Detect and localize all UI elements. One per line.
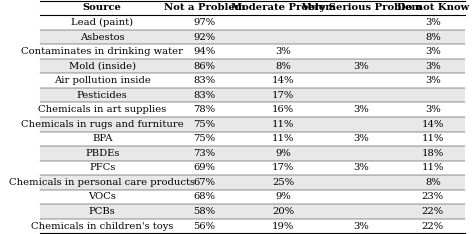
Text: 56%: 56%	[193, 222, 215, 230]
Text: 9%: 9%	[275, 192, 291, 201]
Text: 17%: 17%	[272, 91, 294, 100]
Text: 3%: 3%	[425, 47, 441, 56]
Bar	[39, 88, 465, 102]
Text: 20%: 20%	[272, 207, 294, 216]
Text: 8%: 8%	[425, 178, 441, 187]
Text: Pesticides: Pesticides	[77, 91, 128, 100]
Text: Very Serious Problem: Very Serious Problem	[301, 4, 422, 12]
Text: 83%: 83%	[193, 91, 215, 100]
Text: Asbestos: Asbestos	[80, 33, 125, 42]
Text: 86%: 86%	[193, 62, 215, 71]
Text: 3%: 3%	[354, 163, 370, 172]
Text: 11%: 11%	[422, 163, 444, 172]
Text: Chemicals in personal care products: Chemicals in personal care products	[9, 178, 195, 187]
Text: 11%: 11%	[272, 134, 294, 143]
Text: Mold (inside): Mold (inside)	[69, 62, 136, 71]
Text: 67%: 67%	[193, 178, 215, 187]
Text: 11%: 11%	[422, 134, 444, 143]
Text: Air pollution inside: Air pollution inside	[54, 76, 151, 85]
Bar	[39, 146, 465, 161]
Text: 75%: 75%	[193, 134, 215, 143]
Bar	[39, 175, 465, 190]
Text: 17%: 17%	[272, 163, 294, 172]
Text: 3%: 3%	[425, 76, 441, 85]
Text: 92%: 92%	[193, 33, 215, 42]
Text: 3%: 3%	[425, 105, 441, 114]
Text: 68%: 68%	[193, 192, 215, 201]
Bar	[39, 204, 465, 219]
Text: Contaminates in drinking water: Contaminates in drinking water	[21, 47, 183, 56]
Text: 97%: 97%	[193, 18, 215, 27]
Text: 75%: 75%	[193, 120, 215, 129]
Text: 8%: 8%	[275, 62, 291, 71]
Text: 3%: 3%	[354, 134, 370, 143]
Text: Do not Know: Do not Know	[397, 4, 469, 12]
Text: Chemicals in children's toys: Chemicals in children's toys	[31, 222, 173, 230]
Text: 3%: 3%	[354, 62, 370, 71]
Text: 69%: 69%	[193, 163, 215, 172]
Bar	[39, 117, 465, 132]
Text: 58%: 58%	[193, 207, 215, 216]
Text: 83%: 83%	[193, 76, 215, 85]
Text: BPA: BPA	[92, 134, 112, 143]
Text: 19%: 19%	[272, 222, 294, 230]
Text: 78%: 78%	[193, 105, 215, 114]
Text: 3%: 3%	[275, 47, 291, 56]
Text: 3%: 3%	[425, 62, 441, 71]
Text: 73%: 73%	[193, 149, 215, 158]
Text: Not a Problem: Not a Problem	[164, 4, 245, 12]
Text: 25%: 25%	[272, 178, 294, 187]
Text: Chemicals in rugs and furniture: Chemicals in rugs and furniture	[21, 120, 183, 129]
Text: 8%: 8%	[425, 33, 441, 42]
Text: PFCs: PFCs	[89, 163, 115, 172]
Text: 3%: 3%	[354, 222, 370, 230]
Text: Lead (paint): Lead (paint)	[71, 18, 133, 27]
Text: 23%: 23%	[422, 192, 444, 201]
Text: 94%: 94%	[193, 47, 215, 56]
Bar	[39, 30, 465, 44]
Text: 11%: 11%	[272, 120, 294, 129]
Text: VOCs: VOCs	[88, 192, 116, 201]
Text: PBDEs: PBDEs	[85, 149, 119, 158]
Text: 14%: 14%	[272, 76, 294, 85]
Text: 16%: 16%	[272, 105, 294, 114]
Text: Moderate Problem: Moderate Problem	[230, 4, 336, 12]
Text: 22%: 22%	[422, 207, 444, 216]
Text: 3%: 3%	[354, 105, 370, 114]
Text: 14%: 14%	[422, 120, 444, 129]
Text: Chemicals in art supplies: Chemicals in art supplies	[38, 105, 166, 114]
Text: 3%: 3%	[425, 18, 441, 27]
Text: 18%: 18%	[422, 149, 444, 158]
Text: Source: Source	[83, 4, 122, 12]
Text: PCBs: PCBs	[89, 207, 116, 216]
Text: 22%: 22%	[422, 222, 444, 230]
Text: 9%: 9%	[275, 149, 291, 158]
Bar	[39, 59, 465, 73]
